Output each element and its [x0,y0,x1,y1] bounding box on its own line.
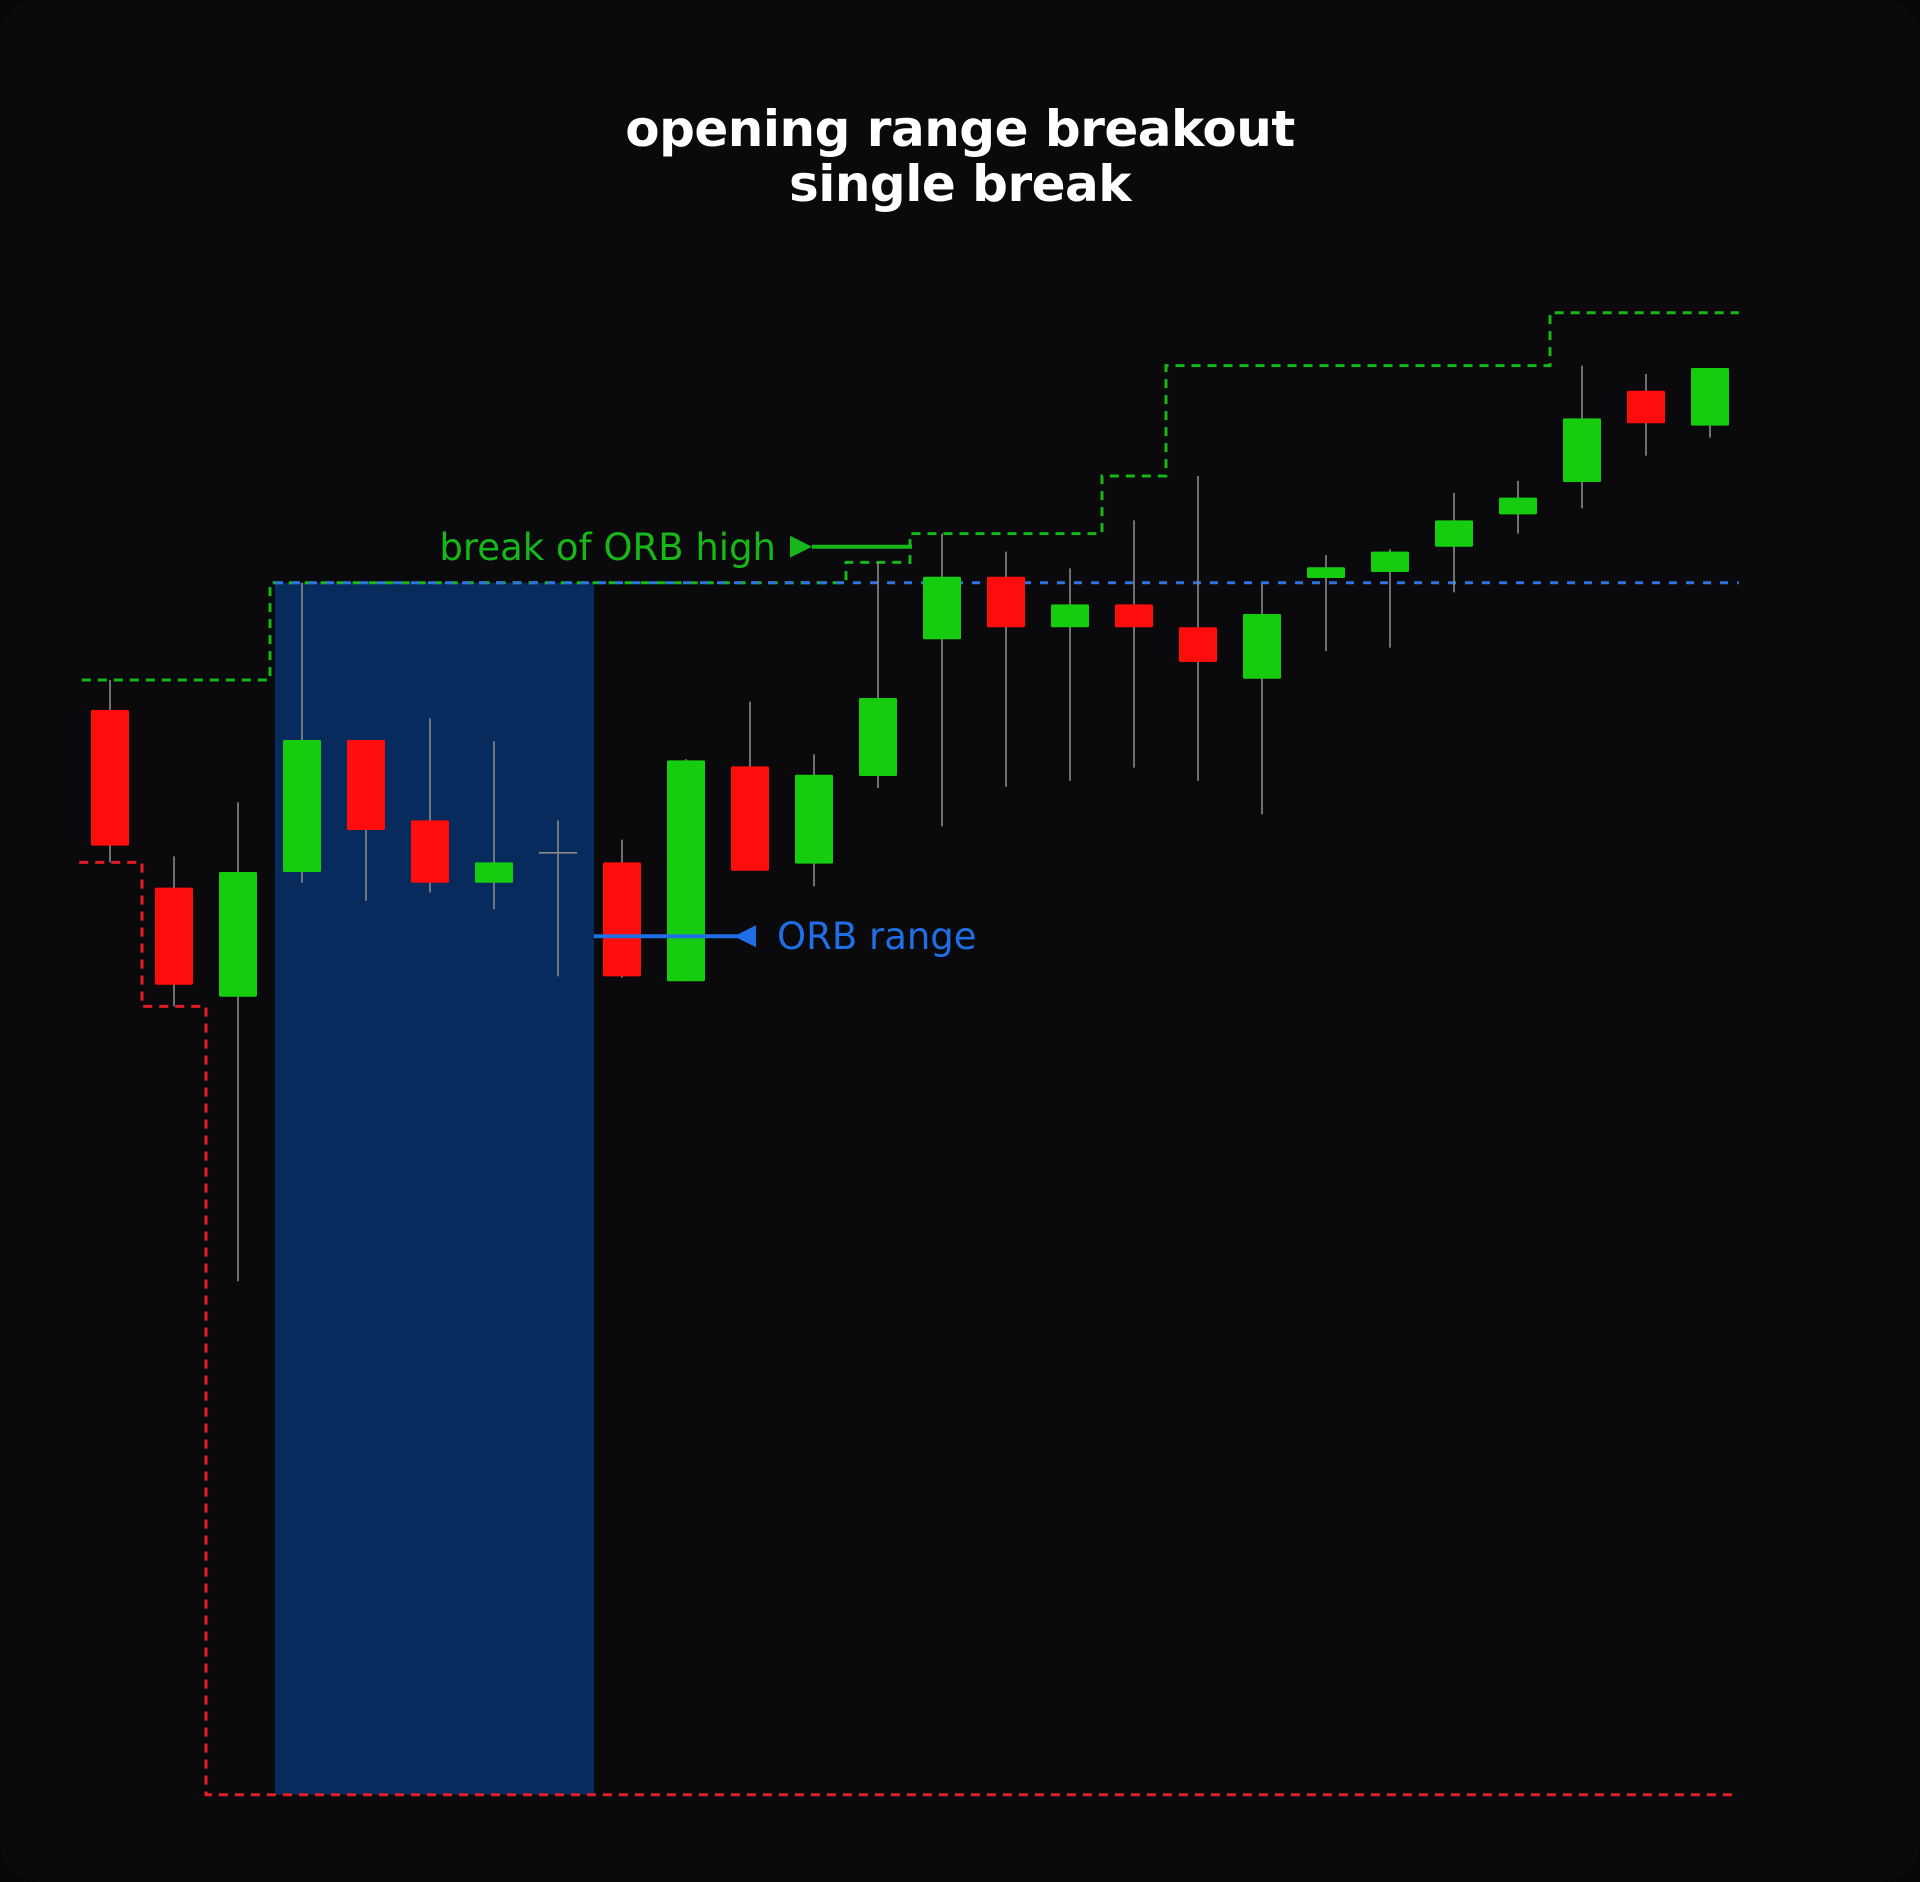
candle-17 [1179,476,1217,781]
candle-body-up [1307,567,1345,578]
annotations-layer: break of ORB high ORB range [439,526,976,958]
candle-body-up [283,740,321,872]
candle-24 [1627,374,1665,456]
candle-23 [1563,365,1601,509]
candle-body-up [1691,368,1729,426]
candle-16 [1115,520,1153,768]
candle-2 [219,802,257,1282]
candle-body-down [1115,604,1153,628]
candle-19 [1307,555,1345,652]
candle-body-down [987,576,1025,628]
candle-body-up [1435,520,1473,547]
orb-high-band-line [81,311,1739,682]
candle-body-down [155,887,193,985]
candle-body-down [347,740,385,830]
candle-8 [603,839,641,978]
candle-15 [1051,568,1089,781]
candle-body-up [859,698,897,776]
candle-21 [1435,492,1473,593]
candle-3 [283,582,321,883]
candle-14 [987,551,1025,787]
candle-body-down [1179,627,1217,662]
candle-body-up [1499,497,1537,515]
chart-title-line-1: opening range breakout [625,100,1295,158]
candle-12 [859,562,897,788]
candle-body-up [667,760,705,982]
candle-body-down [731,766,769,871]
candle-22 [1499,480,1537,534]
candle-10 [731,701,769,871]
candle-0 [91,680,129,863]
orb-range-box [275,582,594,1795]
annotation-orb-range: ORB range [777,915,977,958]
candle-body-down [411,820,449,883]
candle-25 [1691,368,1729,438]
candle-body-up [795,774,833,864]
candle-body-up [475,862,513,883]
candle-body-up [1051,604,1089,628]
candle-7 [539,820,577,977]
candle-9 [667,759,705,982]
orb-low-band-line [79,860,1739,1797]
candle-20 [1371,549,1409,648]
candle-body-down [91,710,129,846]
candle-11 [795,754,833,887]
candle-body-up [923,576,961,640]
chart-title-line-2: single break [788,155,1132,213]
candle-body-down [1627,390,1665,424]
candle-body-up [1243,614,1281,679]
candle-1 [155,856,193,1007]
candle-body-up [1563,418,1601,482]
annotation-arrow-right-icon [790,535,812,558]
annotation-arrow-left-icon [734,925,756,948]
candle-body-up [219,872,257,997]
candle-5 [411,718,449,893]
candle-body-up [1371,551,1409,572]
candle-body-down [603,862,641,977]
candle-13 [923,533,961,827]
annotation-break-of-orb-high: break of ORB high [439,526,776,569]
candles-layer [91,365,1729,1282]
candle-6 [475,741,513,910]
candle-18 [1243,584,1281,815]
candle-4 [347,740,385,901]
orb-range-layer [275,582,594,1795]
